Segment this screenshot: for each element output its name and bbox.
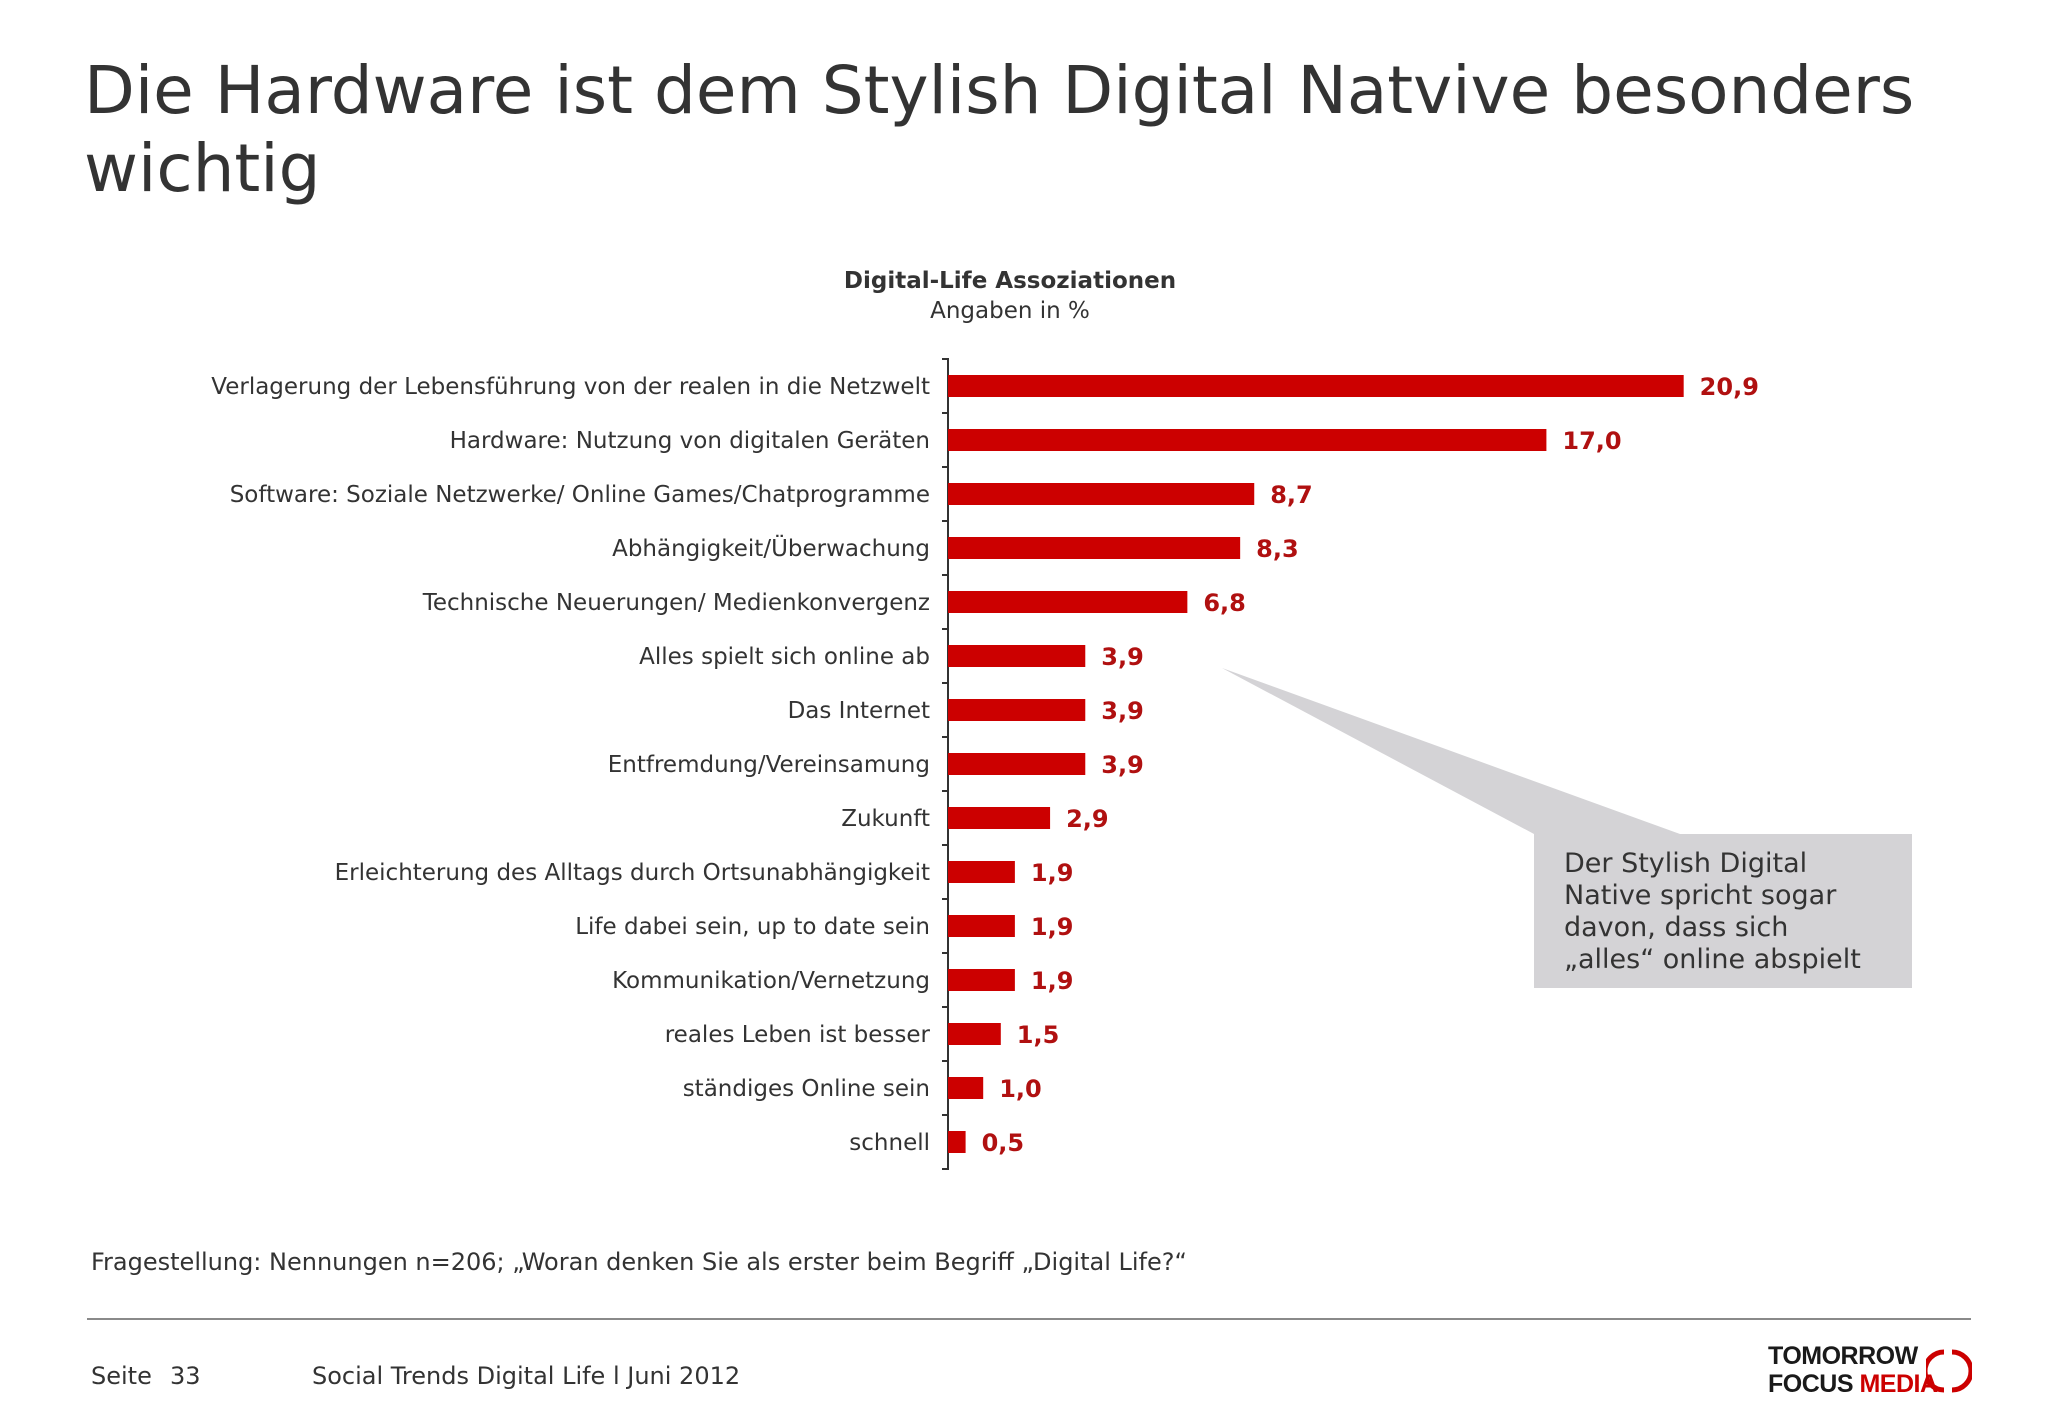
logo-line2-media: MEDIA: [1859, 1370, 1938, 1398]
bar: [948, 861, 1015, 883]
logo-line2-focus: FOCUS: [1768, 1370, 1860, 1398]
bar: [948, 483, 1255, 505]
category-label: Verlagerung der Lebensführung von der re…: [211, 374, 930, 400]
category-label: ständiges Online sein: [683, 1076, 930, 1102]
bar: [948, 1077, 984, 1099]
footer-divider: [87, 1318, 1971, 1320]
category-label: reales Leben ist besser: [665, 1022, 931, 1048]
footnote: Fragestellung: Nennungen n=206; „Woran d…: [91, 1248, 1187, 1276]
category-label: Abhängigkeit/Überwachung: [612, 534, 930, 562]
logo-line2: FOCUS MEDIA: [1768, 1370, 1938, 1398]
bar: [948, 753, 1086, 775]
value-label: 3,9: [1101, 751, 1144, 779]
category-label: Software: Soziale Netzwerke/ Online Game…: [230, 482, 930, 508]
page-title: Die Hardware ist dem Stylish Digital Nat…: [84, 52, 1915, 207]
category-label: Erleichterung des Alltags durch Ortsunab…: [335, 860, 930, 886]
bar: [948, 1023, 1001, 1045]
category-label: Entfremdung/Vereinsamung: [608, 752, 930, 778]
company-logo: TOMORROW FOCUS MEDIA: [1768, 1342, 1978, 1400]
bar: [948, 915, 1015, 937]
category-label: Alles spielt sich online ab: [639, 644, 930, 670]
bar: [948, 429, 1547, 451]
value-label: 2,9: [1066, 805, 1109, 833]
bar: [948, 807, 1051, 829]
value-label: 17,0: [1562, 427, 1621, 455]
bar: [948, 1131, 966, 1153]
category-label: schnell: [849, 1130, 930, 1156]
bar: [948, 645, 1086, 667]
footer-page-label: Seite: [91, 1362, 152, 1390]
bar: [948, 699, 1086, 721]
callout-pointer: [1222, 668, 1680, 834]
category-label: Hardware: Nutzung von digitalen Geräten: [450, 428, 930, 454]
category-label: Technische Neuerungen/ Medienkonvergenz: [422, 590, 930, 616]
value-label: 1,9: [1031, 859, 1074, 887]
value-label: 3,9: [1101, 643, 1144, 671]
value-label: 20,9: [1700, 373, 1759, 401]
logo-line1: TOMORROW: [1768, 1342, 1918, 1370]
value-label: 1,5: [1017, 1021, 1060, 1049]
bar: [948, 537, 1241, 559]
bar: [948, 591, 1188, 613]
footer-page-number: 33: [170, 1362, 201, 1390]
bar: [948, 375, 1684, 397]
value-label: 6,8: [1203, 589, 1246, 617]
footer-report-title: Social Trends Digital Life l Juni 2012: [312, 1362, 741, 1390]
value-label: 1,0: [999, 1075, 1042, 1103]
category-label: Zukunft: [841, 806, 930, 832]
value-label: 8,7: [1270, 481, 1313, 509]
bar: [948, 969, 1015, 991]
category-label: Kommunikation/Vernetzung: [612, 968, 930, 994]
value-label: 1,9: [1031, 913, 1074, 941]
value-label: 8,3: [1256, 535, 1299, 563]
value-label: 3,9: [1101, 697, 1144, 725]
value-label: 0,5: [982, 1129, 1025, 1157]
value-label: 1,9: [1031, 967, 1074, 995]
chart-title: Digital-Life Assoziationen: [843, 268, 1177, 294]
category-label: Das Internet: [788, 698, 930, 724]
callout-box: Der Stylish Digital Native spricht sogar…: [1534, 834, 1912, 988]
category-label: Life dabei sein, up to date sein: [575, 914, 930, 940]
chart-subtitle: Angaben in %: [930, 298, 1090, 324]
logo-ring-icon: [1926, 1349, 1972, 1393]
